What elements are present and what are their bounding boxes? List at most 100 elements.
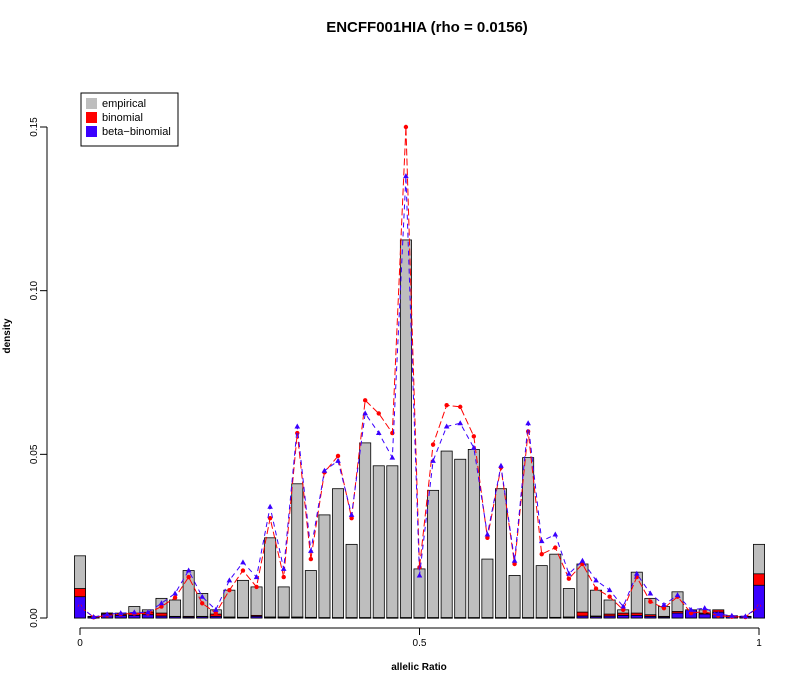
beta-binomial-bar: [522, 617, 535, 619]
beta-binomial-bar: [495, 617, 507, 619]
beta-binomial-bar: [562, 616, 575, 619]
beta-binomial-point: [416, 572, 423, 578]
binomial-line: [79, 126, 760, 618]
empirical-bar: [467, 449, 480, 619]
empirical-bar: [386, 465, 399, 619]
legend-label: binomial: [102, 112, 143, 124]
binomial-point: [186, 574, 191, 580]
binomial-point: [471, 434, 477, 439]
beta-binomial-bar: [196, 616, 209, 619]
empirical-bar: [236, 579, 249, 619]
empirical-bar: [291, 483, 304, 619]
legend-swatch: [86, 98, 97, 109]
beta-binomial-bar: [250, 615, 263, 619]
empirical-bar: [590, 589, 603, 619]
empirical-bar: [304, 570, 317, 619]
beta-binomial-bar: [698, 613, 711, 619]
beta-binomial-line: [79, 176, 760, 618]
empirical-bar: [562, 588, 575, 619]
beta-binomial-bar: [236, 616, 249, 619]
beta-binomial-point: [566, 570, 572, 576]
beta-binomial-bar: [508, 617, 521, 619]
beta-binomial-point: [484, 531, 491, 537]
beta-binomial-bar: [576, 615, 589, 619]
binomial-point: [362, 398, 368, 403]
beta-binomial-point: [756, 603, 762, 609]
binomial-point: [281, 574, 286, 580]
binomial-point: [254, 584, 259, 590]
beta-binomial-bar: [427, 617, 440, 619]
beta-binomial-point: [321, 467, 328, 473]
binomial-point: [295, 430, 300, 436]
beta-binomial-bar: [440, 617, 453, 619]
beta-binomial-point: [742, 613, 749, 619]
empirical-bar: [318, 514, 331, 619]
empirical-bar: [440, 450, 453, 619]
binomial-point: [607, 594, 612, 599]
empirical-bar: [223, 589, 236, 619]
beta-binomial-point: [606, 587, 613, 593]
beta-binomial-point: [552, 531, 559, 537]
beta-binomial-bar: [128, 614, 141, 619]
beta-binomial-bar: [372, 617, 385, 619]
beta-binomial-point: [538, 538, 545, 544]
beta-binomial-point: [267, 503, 273, 509]
binomial-point: [702, 609, 707, 614]
beta-binomial-point: [226, 577, 233, 583]
empirical-bar: [495, 488, 507, 619]
beta-binomial-point: [104, 611, 110, 617]
beta-binomial-bar: [549, 617, 562, 619]
binomial-point: [648, 599, 653, 604]
binomial-point: [349, 515, 354, 521]
x-tick-label: 0.5: [413, 638, 427, 649]
binomial-point: [661, 605, 667, 611]
beta-binomial-point: [525, 420, 531, 426]
beta-binomial-bar: [603, 615, 616, 619]
y-axis-label: density: [2, 318, 13, 353]
binomial-point: [227, 587, 232, 593]
binomial-point: [403, 124, 409, 130]
empirical-bar: [277, 586, 290, 619]
beta-binomial-bar: [657, 616, 670, 619]
beta-binomial-point: [729, 612, 735, 618]
beta-binomial-point: [688, 606, 694, 612]
beta-binomial-bar: [467, 617, 480, 619]
beta-binomial-bar: [209, 615, 222, 619]
empirical-bar: [427, 489, 440, 619]
binomial-point: [213, 610, 218, 616]
x-axis-label: allelic Ratio: [391, 662, 447, 673]
beta-binomial-bar: [644, 615, 657, 619]
beta-binomial-point: [593, 577, 599, 583]
legend-box: [80, 92, 179, 147]
binomial-point: [688, 610, 694, 616]
beta-binomial-bar: [671, 612, 684, 619]
legend: empirical binomial beta−binomial: [80, 92, 179, 147]
axes: 0.00 0.05 0.10 0.15 0 0.5 1: [29, 117, 762, 649]
x-tick-label: 1: [756, 638, 762, 649]
beta-binomial-bar: [399, 617, 412, 619]
beta-binomial-point: [620, 603, 626, 609]
binomial-point: [566, 576, 572, 581]
empirical-bar: [359, 442, 372, 619]
binomial-point: [621, 607, 626, 613]
beta-binomial-point: [498, 462, 504, 468]
binomial-point: [308, 556, 314, 562]
beta-binomial-point: [117, 610, 124, 616]
binomial-point: [376, 411, 381, 416]
binomial-point: [267, 515, 273, 521]
binomial-point: [539, 551, 544, 557]
empirical-bar: [454, 458, 467, 619]
beta-binomial-point: [633, 570, 640, 576]
beta-binomial-point: [443, 423, 450, 429]
beta-binomial-bar: [590, 616, 603, 619]
beta-binomial-bar: [413, 617, 426, 619]
beta-binomial-bar: [182, 616, 195, 619]
model-lines: [77, 124, 762, 620]
empirical-bar: [576, 563, 589, 619]
binomial-point: [172, 595, 178, 600]
beta-binomial-point: [647, 590, 654, 596]
y-tick-label: 0.05: [29, 444, 40, 464]
beta-binomial-bar: [155, 615, 168, 619]
beta-binomial-bar: [535, 617, 548, 619]
beta-binomial-bar: [264, 616, 277, 619]
